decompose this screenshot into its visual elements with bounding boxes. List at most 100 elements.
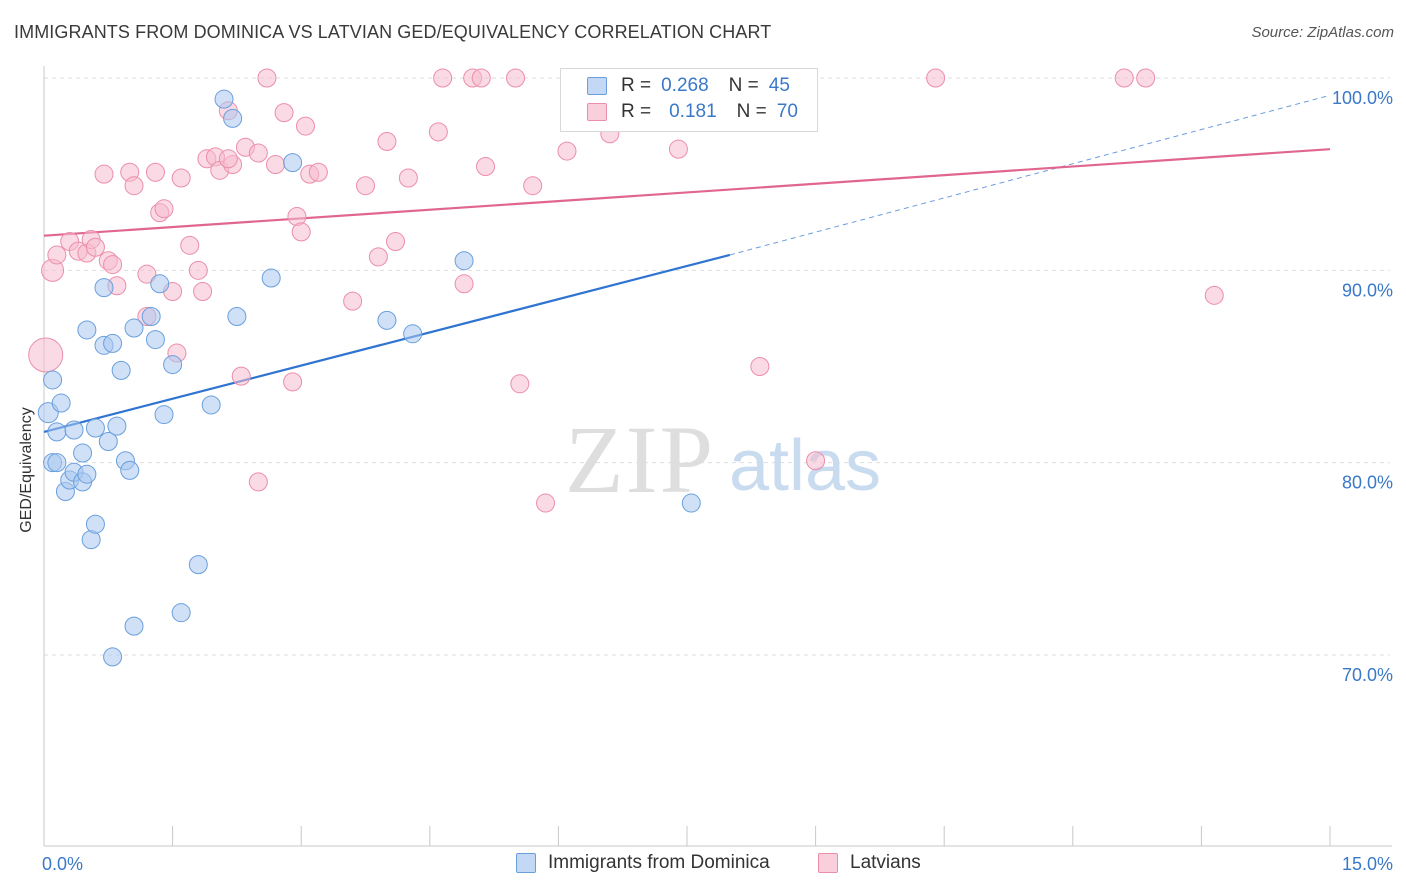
point-latvians xyxy=(193,281,213,301)
x-tick-label: 0.0% xyxy=(42,854,83,874)
point-latvians xyxy=(137,264,157,284)
point-latvians xyxy=(368,247,388,267)
legend-n-label: N = xyxy=(728,75,759,96)
point-dominica xyxy=(120,460,140,480)
point-latvians xyxy=(1114,68,1134,88)
point-dominica xyxy=(454,251,474,271)
source-label: Source: ZipAtlas.com xyxy=(1251,24,1394,41)
point-latvians xyxy=(536,493,556,513)
legend-r-value: 0.268 xyxy=(661,75,709,96)
point-latvians xyxy=(433,68,453,88)
point-dominica xyxy=(214,89,234,109)
point-dominica xyxy=(103,333,123,353)
point-dominica xyxy=(163,355,183,375)
point-latvians xyxy=(171,168,191,188)
point-latvians xyxy=(145,162,165,182)
tick-labels: 70.0% 80.0% 90.0% 100.0% 0.0% 15.0% xyxy=(42,88,1393,874)
data-points xyxy=(28,68,1224,667)
point-latvians xyxy=(274,103,294,123)
point-latvians xyxy=(248,143,268,163)
point-latvians xyxy=(557,141,577,161)
point-dominica xyxy=(188,555,208,575)
legend-row-dominica: R = 0.268 N = 45 xyxy=(587,74,790,98)
bottom-legend-label-dominica: Immigrants from Dominica xyxy=(548,852,770,873)
point-latvians xyxy=(231,366,251,386)
point-dominica xyxy=(77,464,97,484)
y-tick-label: 100.0% xyxy=(1332,88,1393,108)
point-latvians xyxy=(47,245,67,265)
watermark: ZIP atlas xyxy=(565,406,881,513)
point-dominica xyxy=(64,420,84,440)
bottom-legend-swatch-dominica xyxy=(516,853,536,873)
point-latvians xyxy=(926,68,946,88)
y-tick-label: 80.0% xyxy=(1342,473,1393,493)
legend-n-value: 70 xyxy=(776,101,798,122)
point-dominica xyxy=(283,153,303,173)
point-latvians xyxy=(356,176,375,196)
point-dominica xyxy=(73,443,93,463)
point-latvians xyxy=(398,168,418,188)
legend-n-label: N = xyxy=(736,101,767,122)
legend-r-label: R = xyxy=(621,75,652,96)
point-dominica xyxy=(124,616,144,636)
point-latvians xyxy=(806,451,826,471)
point-latvians xyxy=(265,155,285,175)
point-dominica xyxy=(681,493,701,513)
point-dominica xyxy=(47,422,67,442)
point-dominica xyxy=(261,268,281,288)
point-dominica xyxy=(154,405,174,425)
point-dominica xyxy=(145,330,165,350)
point-dominica xyxy=(77,320,97,340)
legend-n-value: 45 xyxy=(768,75,790,96)
point-latvians xyxy=(154,199,174,219)
correlation-legend: R = 0.268 N = 45 R = 0.181 N = 70 xyxy=(560,68,818,132)
legend-r-label: R = xyxy=(621,101,652,122)
point-latvians xyxy=(295,116,315,136)
point-latvians xyxy=(377,131,397,151)
axes xyxy=(43,66,1392,847)
point-latvians xyxy=(668,139,688,159)
point-latvians xyxy=(248,472,268,492)
point-latvians xyxy=(1204,285,1224,305)
trend-line-dominica-extension xyxy=(729,94,1331,256)
point-dominica xyxy=(85,514,105,534)
trend-lines xyxy=(43,94,1331,433)
bottom-legend-dominica: Immigrants from Dominica xyxy=(516,852,770,874)
point-latvians xyxy=(218,149,238,169)
point-latvians xyxy=(85,237,105,257)
x-tick-label: 15.0% xyxy=(1342,854,1393,874)
point-dominica xyxy=(201,395,221,415)
point-dominica xyxy=(124,318,144,338)
point-dominica xyxy=(47,453,67,473)
gridlines xyxy=(44,77,1390,656)
point-latvians xyxy=(471,68,491,88)
point-latvians xyxy=(283,372,303,392)
trend-line-dominica xyxy=(43,253,731,433)
y-tick-label: 70.0% xyxy=(1342,665,1393,685)
y-tick-label: 90.0% xyxy=(1342,280,1393,300)
point-latvians xyxy=(124,176,144,196)
point-dominica xyxy=(171,603,191,623)
bottom-legend-label-latvians: Latvians xyxy=(850,852,921,873)
point-dominica xyxy=(227,306,247,326)
bottom-legend-swatch-latvians xyxy=(818,853,838,873)
point-dominica xyxy=(107,416,127,436)
point-latvians xyxy=(476,156,496,176)
point-latvians xyxy=(510,374,530,394)
point-latvians xyxy=(257,68,277,88)
point-latvians xyxy=(523,176,543,196)
point-latvians xyxy=(343,291,363,311)
point-latvians xyxy=(180,235,200,255)
point-latvians xyxy=(188,260,208,280)
point-latvians xyxy=(94,164,114,184)
point-latvians xyxy=(28,337,64,373)
point-latvians xyxy=(428,122,448,142)
point-latvians xyxy=(454,274,474,294)
legend-swatch-latvians xyxy=(587,103,607,121)
point-dominica xyxy=(150,274,170,294)
point-dominica xyxy=(141,306,161,326)
y-axis-label: GED/Equivalency xyxy=(18,407,35,532)
watermark-atlas: atlas xyxy=(729,426,881,506)
point-latvians xyxy=(386,231,406,251)
